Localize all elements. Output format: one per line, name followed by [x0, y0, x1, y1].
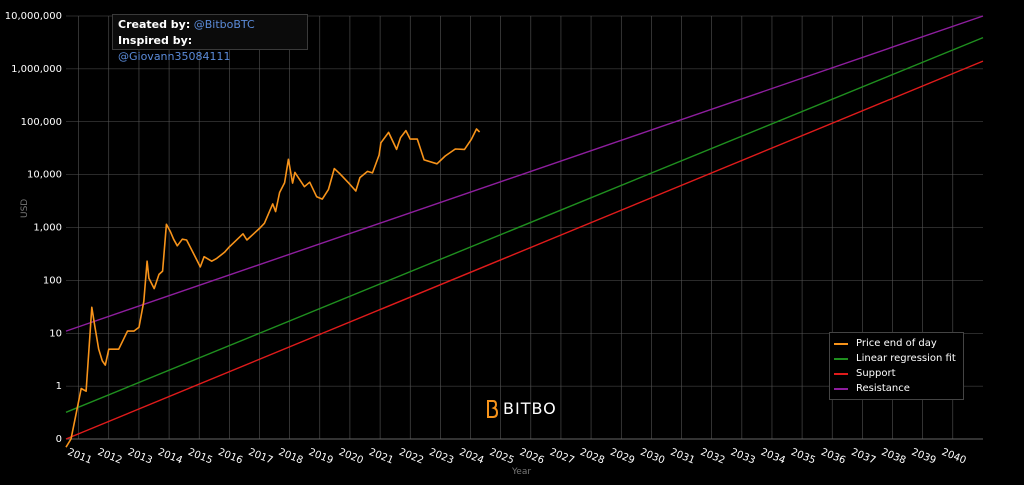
x-tick-label: 2018 [277, 447, 305, 467]
x-tick-label: 2035 [789, 447, 817, 467]
x-tick-label: 2022 [397, 447, 425, 467]
x-tick-label: 2014 [156, 447, 184, 467]
series-line-regression [65, 36, 984, 413]
legend-label-regression: Linear regression fit [856, 353, 956, 364]
x-tick-label: 2036 [819, 447, 847, 467]
x-tick-label: 2024 [458, 447, 486, 467]
y-axis-title: USD [20, 198, 30, 218]
x-tick-label: 2034 [759, 447, 787, 467]
series-line-support [65, 60, 984, 440]
y-tick-label: 10 [49, 328, 62, 339]
x-axis-title: Year [512, 467, 532, 477]
x-tick-label: 2026 [518, 447, 546, 467]
series-line-resistance [65, 15, 984, 332]
legend-label-resistance: Resistance [856, 383, 910, 394]
chart-legend: Price end of day Linear regression fit S… [829, 332, 964, 400]
x-tick-label: 2011 [66, 447, 94, 467]
legend-label-price: Price end of day [856, 338, 937, 349]
x-tick-label: 2015 [186, 447, 214, 467]
x-tick-label: 2025 [488, 447, 516, 467]
created-by-handle[interactable]: @BitboBTC [193, 18, 255, 31]
legend-swatch-price [834, 342, 848, 345]
x-tick-label: 2016 [216, 447, 244, 467]
x-tick-label: 2033 [729, 447, 757, 467]
x-tick-label: 2038 [880, 447, 908, 467]
y-tick-label: 1,000 [33, 223, 62, 234]
x-tick-label: 2012 [96, 447, 124, 467]
x-tick-label: 2030 [638, 447, 666, 467]
y-tick-label: 10,000,000 [5, 11, 62, 22]
legend-item-regression[interactable]: Linear regression fit [834, 351, 959, 366]
x-tick-label: 2021 [367, 447, 395, 467]
x-tick-label: 2023 [427, 447, 455, 467]
bitbo-logo-text: BITBO [503, 399, 557, 418]
legend-swatch-support [834, 372, 848, 375]
x-tick-label: 2017 [247, 447, 275, 467]
inspired-by-label: Inspired by: [118, 34, 193, 47]
x-tick-label: 2028 [578, 447, 606, 467]
x-tick-label: 2013 [126, 447, 154, 467]
bitbo-logo-icon [487, 399, 498, 418]
y-tick-label: 0 [56, 434, 62, 445]
legend-swatch-resistance [834, 387, 848, 390]
legend-item-price[interactable]: Price end of day [834, 336, 959, 351]
x-tick-label: 2040 [940, 447, 968, 467]
x-tick-label: 2031 [669, 447, 697, 467]
x-tick-label: 2020 [337, 447, 365, 467]
created-by-label: Created by: [118, 18, 191, 31]
x-tick-label: 2037 [849, 447, 877, 467]
legend-label-support: Support [856, 368, 896, 379]
x-tick-label: 2039 [910, 447, 938, 467]
legend-item-resistance[interactable]: Resistance [834, 381, 959, 396]
x-tick-label: 2027 [548, 447, 576, 467]
y-tick-label: 100 [43, 275, 62, 286]
bitbo-logo: BITBO [486, 399, 557, 418]
y-tick-label: 1,000,000 [11, 64, 62, 75]
x-tick-label: 2029 [608, 447, 636, 467]
x-tick-label: 2032 [699, 447, 727, 467]
legend-item-support[interactable]: Support [834, 366, 959, 381]
credits-box: Created by: @BitboBTC Inspired by: @Giov… [112, 14, 308, 63]
y-tick-label: 100,000 [21, 117, 62, 128]
series-line-price [65, 128, 481, 448]
legend-swatch-regression [834, 357, 848, 360]
x-tick-label: 2019 [307, 447, 335, 467]
y-tick-label: 1 [56, 381, 62, 392]
inspired-by-handle[interactable]: @Giovann35084111 [118, 50, 231, 63]
y-tick-label: 10,000 [27, 170, 62, 181]
